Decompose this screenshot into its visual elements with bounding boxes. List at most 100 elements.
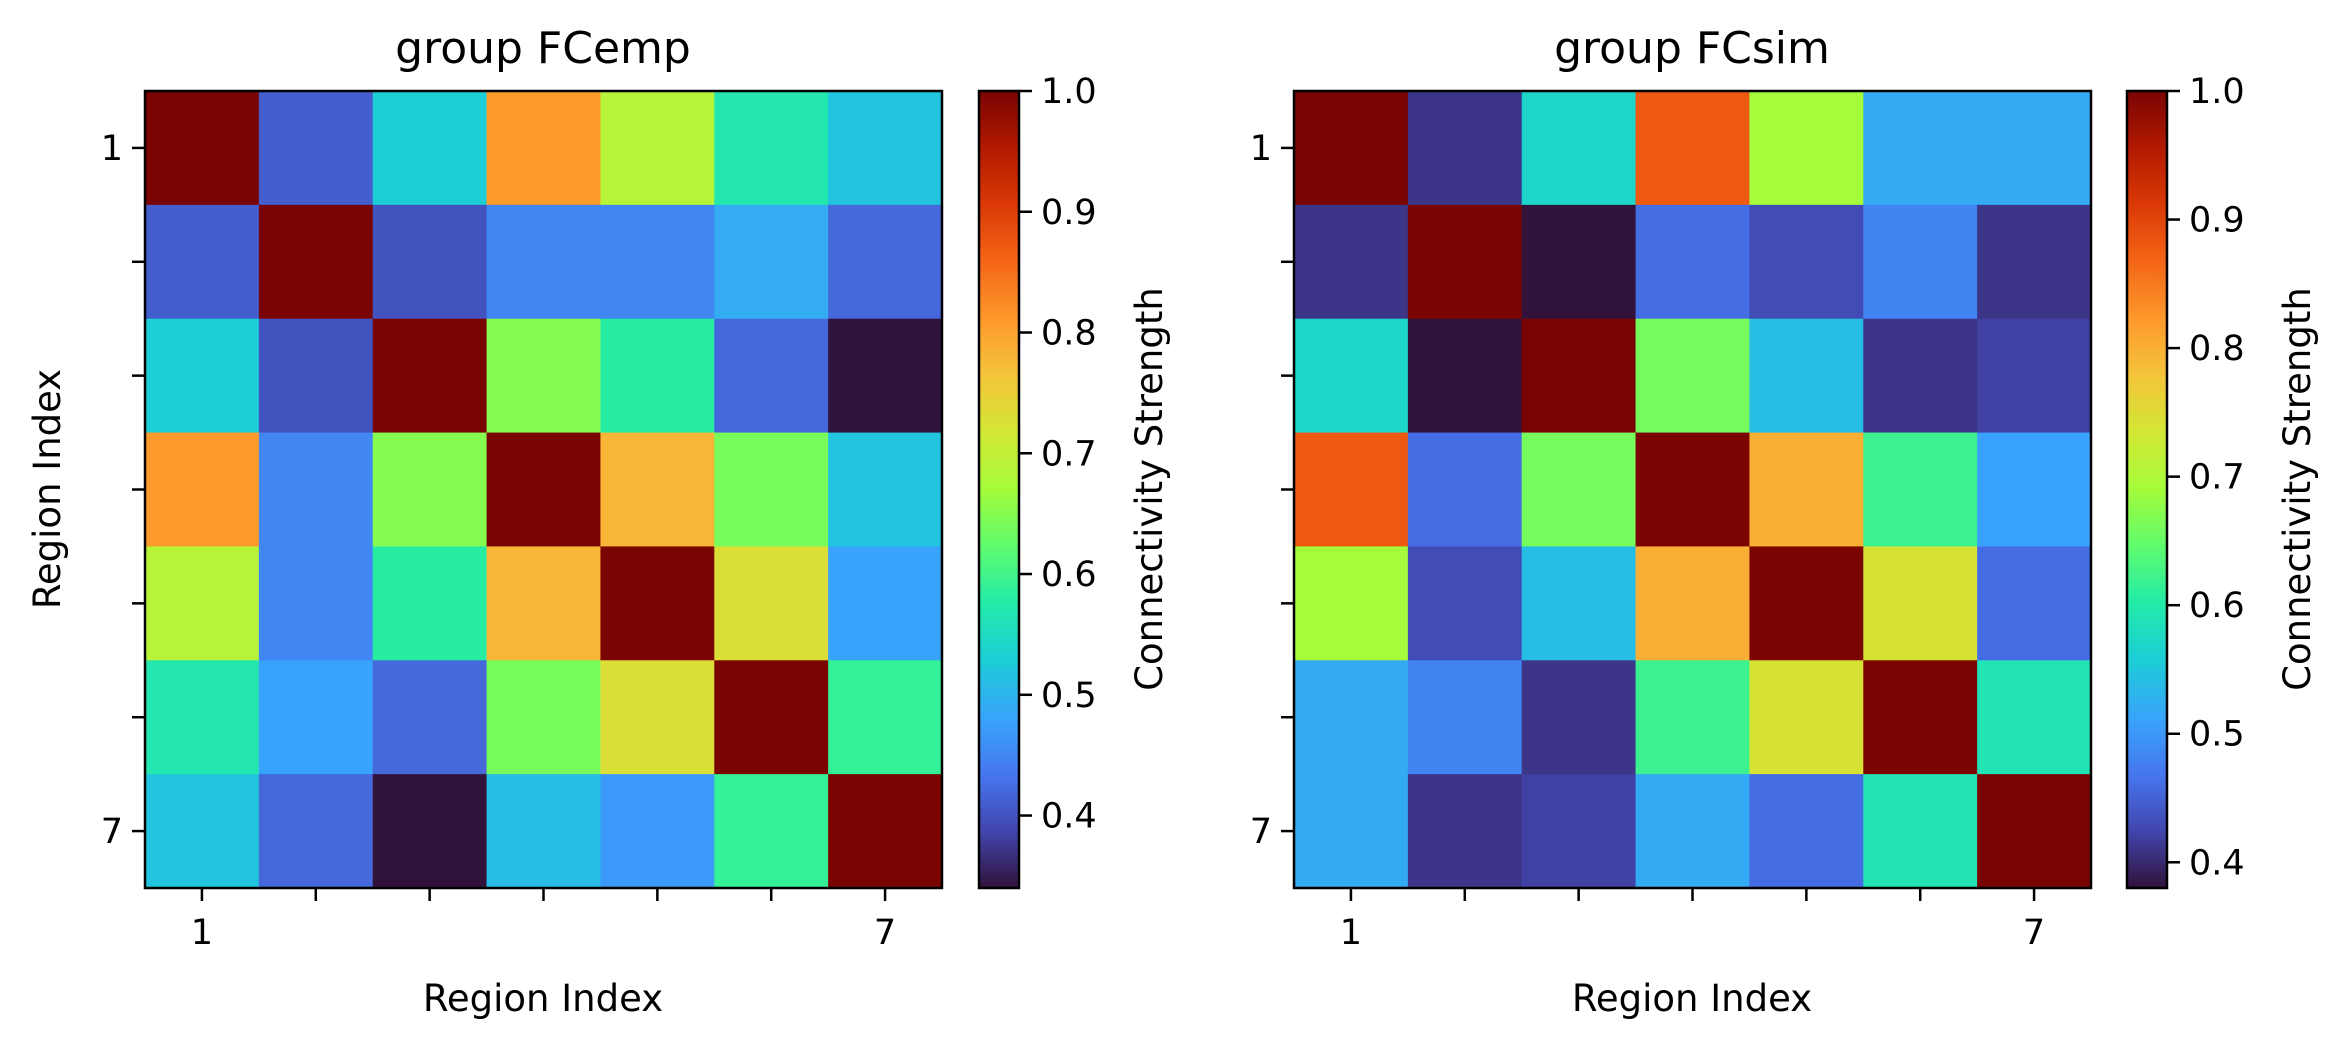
heatmap-cell	[1863, 774, 1978, 889]
heatmap-cell	[1294, 774, 1409, 889]
heatmap-cell	[1407, 318, 1523, 434]
heatmap-cell	[145, 774, 260, 889]
heatmap-cell	[258, 774, 374, 889]
heatmap-cell	[372, 432, 488, 548]
y-tick-label: 7	[1250, 812, 1272, 852]
colorbar-tick-label: 0.7	[1041, 434, 1097, 474]
heatmap-cell	[1521, 546, 1637, 661]
chart-title: group FCsim	[1554, 23, 1830, 74]
heatmap-cell	[1635, 546, 1751, 661]
heatmap-cell	[258, 432, 374, 548]
colorbar-tick-label: 0.5	[2189, 715, 2245, 755]
colorbar-frame	[977, 89, 1021, 890]
heatmap-cell	[1635, 91, 1751, 206]
heatmap-cell	[1977, 774, 2092, 889]
x-tick-label: 1	[191, 913, 213, 953]
heatmap-cell	[258, 546, 374, 661]
heatmap-cell	[714, 660, 829, 775]
y-ticks: 17	[1250, 129, 1294, 852]
heatmap-cell	[1407, 91, 1523, 206]
heatmap-cell	[828, 774, 943, 889]
heatmap-cell	[1521, 318, 1637, 434]
x-axis-label: Region Index	[1572, 977, 1812, 1020]
heatmap-cell	[1977, 318, 2092, 434]
heatmap-cell	[145, 91, 260, 206]
heatmap-cell	[1407, 660, 1523, 775]
heatmap-cell	[828, 204, 943, 320]
heatmap-cell	[714, 432, 829, 548]
heatmap-cell	[828, 432, 943, 548]
heatmap-cells	[145, 91, 943, 889]
heatmap-cell	[372, 91, 488, 206]
heatmap-cell	[828, 546, 943, 661]
heatmap-cell	[828, 660, 943, 775]
heatmap-cell	[1294, 432, 1409, 548]
heatmap-cell	[1749, 318, 1864, 434]
chart-title: group FCemp	[395, 23, 691, 74]
heatmap-cell	[714, 774, 829, 889]
heatmap-cell	[1407, 546, 1523, 661]
colorbar: 0.4 0.5 0.6 0.7 0.8 0.9 1.0 Connectivity Stren…	[2125, 72, 2319, 890]
colorbar-tick-label: 0.6	[2189, 586, 2245, 626]
heatmap-cell	[1294, 204, 1409, 320]
heatmap-cell	[486, 432, 602, 548]
colorbar-frame	[2125, 89, 2169, 890]
colorbar-tick-label: 0.8	[1041, 314, 1097, 354]
heatmap-cell	[1407, 204, 1523, 320]
heatmap-cell	[1749, 546, 1864, 661]
heatmap-cell	[1407, 774, 1523, 889]
heatmap-cell	[1294, 318, 1409, 434]
heatmap-cell	[600, 204, 715, 320]
heatmap-cell	[828, 91, 943, 206]
colorbar-tick-label: 0.8	[2189, 329, 2245, 369]
heatmap-cell	[600, 318, 715, 434]
heatmap-cell	[1521, 204, 1637, 320]
heatmap-cell	[372, 318, 488, 434]
colorbar-tick-label: 0.9	[1041, 193, 1097, 233]
heatmap-cell	[1407, 432, 1523, 548]
heatmap-cell	[145, 204, 260, 320]
heatmap-cell	[600, 432, 715, 548]
heatmap-cell	[145, 546, 260, 661]
heatmap-cell	[1863, 318, 1978, 434]
x-tick-label: 7	[874, 913, 896, 953]
x-tick-label: 7	[2023, 913, 2045, 953]
heatmap-cell	[486, 660, 602, 775]
heatmap-cell	[372, 204, 488, 320]
colorbar: 0.4 0.5 0.6 0.7 0.8 0.9 1.0 Connectivity Stren…	[977, 72, 1171, 890]
heatmap-cell	[1749, 204, 1864, 320]
heatmap-cell	[486, 91, 602, 206]
heatmap-cell	[600, 546, 715, 661]
colorbar-ticks: 0.4 0.5 0.6 0.7 0.8 0.9 1.0	[2167, 72, 2245, 883]
y-ticks: 17	[101, 129, 145, 852]
heatmap-cell	[714, 91, 829, 206]
colorbar-gradient	[2127, 91, 2167, 888]
y-tick-label: 1	[101, 129, 123, 169]
heatmap-cell	[1521, 91, 1637, 206]
heatmap-cell	[714, 204, 829, 320]
colorbar-ticks: 0.4 0.5 0.6 0.7 0.8 0.9 1.0	[1019, 72, 1097, 837]
heatmap-cell	[486, 204, 602, 320]
heatmap-cell	[1294, 660, 1409, 775]
heatmap-cell	[1977, 660, 2092, 775]
colorbar-gradient	[979, 91, 1019, 888]
heatmap-cell	[258, 318, 374, 434]
x-tick-label: 1	[1340, 913, 1362, 953]
heatmap-cell	[372, 660, 488, 775]
heatmap-cell	[714, 546, 829, 661]
heatmap-cell	[828, 318, 943, 434]
heatmap-cell	[1863, 546, 1978, 661]
heatmap-cell	[1294, 546, 1409, 661]
heatmap-cell	[1635, 204, 1751, 320]
heatmap-cell	[258, 660, 374, 775]
heatmap-cell	[1521, 774, 1637, 889]
colorbar-tick-label: 0.7	[2189, 458, 2245, 498]
heatmap-cells	[1294, 91, 2092, 889]
heatmap-cell	[486, 774, 602, 889]
heatmap-cell	[600, 774, 715, 889]
colorbar-tick-label: 1.0	[2189, 72, 2245, 112]
colorbar-label: Connectivity Strength	[2276, 287, 2319, 691]
heatmap-cell	[1749, 774, 1864, 889]
